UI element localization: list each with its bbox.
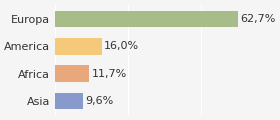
Bar: [55, 93, 83, 109]
Text: 62,7%: 62,7%: [240, 14, 276, 24]
Bar: [55, 65, 89, 82]
Text: 16,0%: 16,0%: [104, 41, 139, 51]
Text: 11,7%: 11,7%: [92, 69, 127, 79]
Bar: [55, 11, 238, 27]
Bar: [55, 38, 102, 55]
Text: 9,6%: 9,6%: [85, 96, 114, 106]
